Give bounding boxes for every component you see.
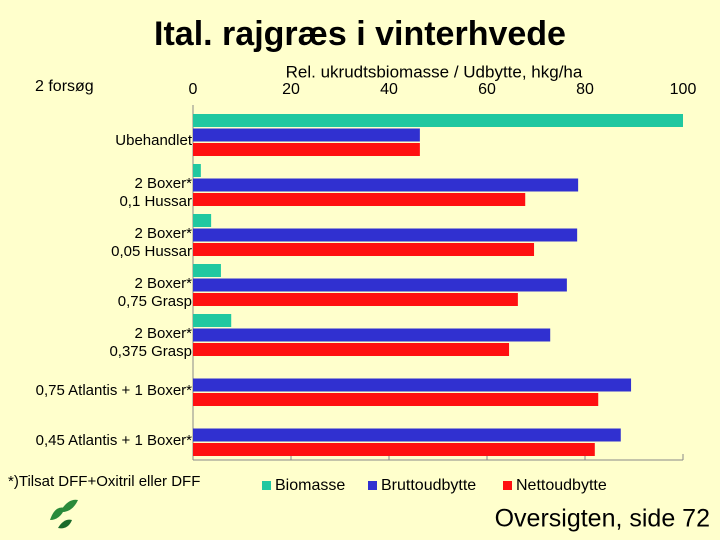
legend-label: Nettoudbytte (516, 477, 607, 494)
legend-swatch (262, 481, 271, 490)
y-tick-label: 0,1 Hussar (119, 193, 192, 210)
bar (193, 443, 595, 456)
bar (193, 378, 632, 392)
footer: Oversigten, side 72 (495, 505, 710, 533)
bar (193, 178, 579, 192)
x-tick-label: 100 (670, 81, 697, 98)
bar (193, 393, 599, 406)
y-tick-label: 2 Boxer* (134, 275, 192, 292)
subtitle: 2 forsøg (35, 78, 94, 95)
bar (193, 278, 567, 292)
x-tick-label: 0 (189, 81, 198, 98)
bar (193, 243, 535, 256)
axis-label: Rel. ukrudtsbiomasse / Udbytte, hkg/ha (286, 62, 583, 81)
x-tick-label: 40 (380, 81, 398, 98)
bar (193, 143, 420, 156)
y-tick-label: 2 Boxer* (134, 325, 192, 342)
footnote: *)Tilsat DFF+Oxitril eller DFF (8, 473, 200, 490)
bar (193, 428, 621, 442)
bar (193, 328, 551, 342)
y-tick-label: 0,75 Atlantis + 1 Boxer* (36, 382, 193, 399)
bar (193, 193, 526, 206)
x-tick-label: 60 (478, 81, 496, 98)
bar (193, 228, 578, 242)
legend-swatch (503, 481, 512, 490)
bar (193, 293, 518, 306)
legend-swatch (368, 481, 377, 490)
bar (193, 343, 510, 356)
legend-label: Bruttoudbytte (381, 477, 476, 494)
y-tick-label: 0,05 Hussar (111, 243, 192, 260)
legend-label: Biomasse (275, 477, 345, 494)
logo (50, 499, 78, 529)
y-tick-label: 2 Boxer* (134, 225, 192, 242)
bar (193, 164, 201, 177)
y-tick-label: 2 Boxer* (134, 175, 192, 192)
y-tick-label: Ubehandlet (115, 132, 193, 149)
y-tick-label: 0,45 Atlantis + 1 Boxer* (36, 432, 193, 449)
x-tick-label: 80 (576, 81, 594, 98)
chart-title: Ital. rajgræs i vinterhvede (154, 15, 566, 53)
bar (193, 214, 212, 227)
bar (193, 114, 683, 127)
x-tick-label: 20 (282, 81, 300, 98)
bar (193, 264, 221, 277)
bar (193, 128, 420, 142)
y-tick-label: 0,375 Grasp (109, 343, 192, 360)
bar (193, 314, 232, 327)
y-tick-label: 0,75 Grasp (118, 293, 192, 310)
